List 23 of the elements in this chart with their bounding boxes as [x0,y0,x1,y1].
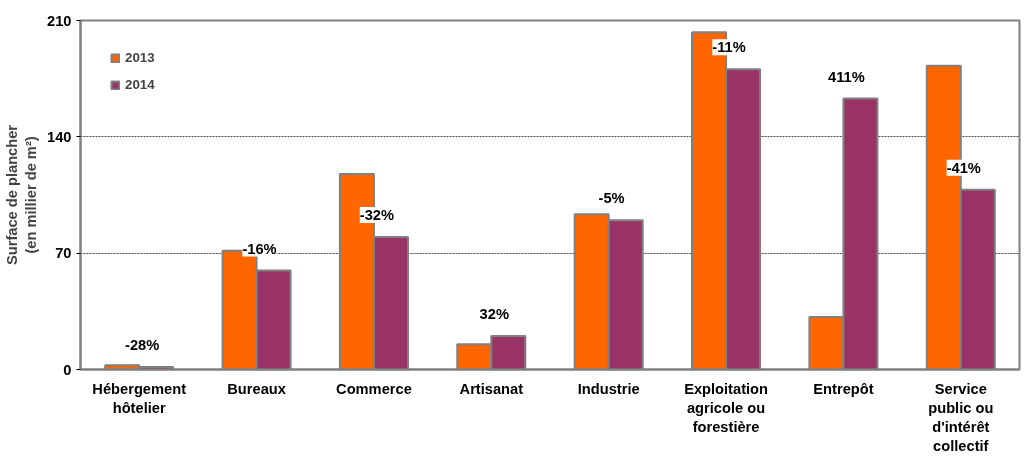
annotation: -32% [359,207,394,224]
y-tick-label: 140 [47,128,72,145]
y-axis-title: Surface de plancher (en millier de m²) [3,124,40,266]
legend-label: 2013 [125,50,155,65]
annotation: 411% [828,68,865,85]
x-tick-label: Artisanat [459,380,524,397]
annotation: -28% [125,337,160,354]
y-tick-label: 70 [55,245,72,262]
x-tick-label: Hébergement hôtelier [92,380,187,416]
annotation: -11% [712,39,746,56]
annotation: -5% [598,190,625,207]
x-tick-label: Exploitation agricole ou forestière [684,380,769,435]
legend-label: 2014 [125,77,155,92]
annotation: -41% [946,159,981,176]
annotation: -16% [242,240,277,257]
annotation: 32% [479,305,509,322]
x-tick-label: Entrepôt [813,380,874,397]
y-tick-label: 0 [63,361,72,378]
x-tick-label: Service public ou d'intérêt collectif [928,380,994,455]
x-tick-label: Commerce [336,380,412,397]
x-tick-label: Bureaux [227,380,287,397]
x-tick-label: Industrie [577,380,640,397]
y-tick-label: 210 [47,12,72,29]
